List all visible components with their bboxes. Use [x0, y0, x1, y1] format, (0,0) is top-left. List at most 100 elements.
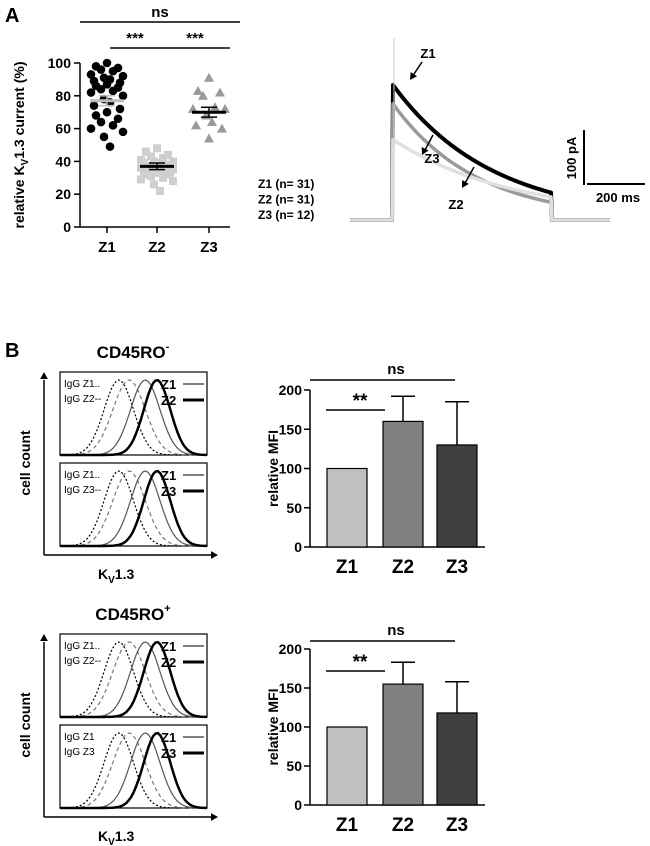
data-point [142, 170, 150, 179]
data-point [204, 72, 214, 82]
title-sup: - [166, 341, 170, 353]
scatter-chart: 0 20 40 60 80 100 Z1 Z2 Z3 relative KV1.3 current… [11, 4, 240, 256]
data-point [220, 103, 230, 113]
y-tick-label: 50 [286, 758, 302, 774]
trace-z2 [350, 102, 610, 222]
y-tick-label: 0 [294, 539, 302, 555]
histogram-curve [60, 732, 207, 809]
data-point [102, 80, 112, 89]
bar [382, 683, 424, 806]
histograms-cd45ro-plus: CD45RO+ cell count KV1.3 IgG Z1.. IgG Z2-- Z1… [17, 603, 218, 846]
data-point [118, 91, 128, 101]
hist-x-label: KV1.3 [98, 566, 134, 586]
data-point [113, 114, 123, 124]
series-Z3 [188, 72, 230, 143]
data-point [89, 101, 99, 110]
data-point [86, 88, 96, 97]
histogram-curve [60, 470, 207, 547]
significance-label: ns [387, 622, 405, 639]
trace-labels: Z1 Z3 Z2 [410, 46, 475, 212]
bar [382, 420, 424, 548]
y-tick-label: 50 [286, 500, 302, 516]
hist-legend-label: Z1 [161, 639, 176, 654]
x-tick-label: Z2 [148, 239, 166, 256]
data-point [86, 124, 96, 133]
hist-legend-label: Z1 [161, 730, 176, 745]
histogram-curve [60, 641, 207, 718]
data-point [86, 70, 96, 79]
y-tick-label: 100 [279, 461, 303, 477]
histogram-curve [60, 379, 207, 456]
data-point [193, 85, 203, 95]
histogram-curve [60, 732, 207, 809]
data-point [102, 107, 112, 117]
histogram-frame [59, 633, 208, 718]
title-main: CD45RO [95, 605, 164, 624]
significance-label: ** [353, 391, 368, 412]
x-tick-label: Z1 [336, 557, 359, 578]
data-point [115, 104, 125, 114]
legend-entry: Z2 (n= 31) [258, 193, 314, 207]
histogram-frame [59, 371, 208, 456]
series-Z2 [137, 144, 177, 195]
histograms-cd45ro-minus: CD45RO-cell count KV1.3 IgG Z1..IgG Z2--Z1… [17, 341, 218, 586]
data-point [207, 117, 217, 127]
igg-label: IgG Z1.. [64, 641, 100, 652]
y-tick-label: 150 [279, 421, 303, 437]
x-tick-label: Z3 [446, 815, 468, 836]
x-tick-label: Z3 [446, 557, 468, 578]
trace-label-z2: Z2 [448, 197, 463, 212]
data-point [191, 120, 201, 130]
trace-z3 [350, 137, 610, 222]
y-tick-label: 40 [55, 153, 71, 169]
igg-label: IgG Z1 [64, 732, 95, 743]
title-sup: + [164, 603, 170, 615]
x-tick-label: Z3 [200, 239, 218, 256]
data-point [147, 152, 155, 161]
panel-label-a: A [5, 5, 19, 27]
data-point [188, 103, 198, 113]
y-tick-label: 200 [279, 382, 303, 398]
hist-legend-label: Z3 [161, 746, 176, 761]
hist-legend-label: Z2 [161, 393, 176, 408]
y-label-sub: V [20, 158, 31, 165]
significance-label: ** [353, 652, 368, 673]
scale-label-time: 200 ms [596, 190, 640, 205]
bar-chart-cd45ro-plus: 0 50 100 150 200 relative MFI Z1 Z2 Z3 ns ** [265, 622, 485, 836]
significance-label: ns [151, 4, 169, 21]
histogram-curve [60, 470, 207, 547]
histogram-title: CD45RO- [97, 341, 170, 362]
data-point [159, 154, 167, 163]
data-point [204, 133, 214, 143]
histogram-curve [60, 379, 207, 456]
y-tick-label: 100 [279, 719, 303, 735]
data-point [137, 175, 145, 184]
x-label-rest: 1.3 [115, 566, 135, 582]
bar [436, 444, 478, 548]
x-label-sub: V [108, 575, 115, 586]
hist-y-label: cell count [17, 430, 33, 496]
data-point [108, 86, 118, 96]
arrow-z2 [463, 166, 475, 186]
panel-label-b: B [5, 340, 19, 362]
data-point [169, 177, 177, 186]
trace-label-z1: Z1 [420, 46, 435, 61]
histogram-curve [60, 378, 207, 457]
igg-label: IgG Z1.. [64, 470, 100, 481]
data-point [118, 71, 128, 81]
histogram-curve [60, 379, 207, 456]
scatter-y-label: relative KV1.3 current (%) [11, 62, 31, 229]
data-point [153, 168, 161, 177]
hist-y-axis-arrow [40, 372, 48, 379]
data-point [142, 147, 150, 156]
x-label-main: K [98, 828, 108, 844]
y-tick-label: 200 [279, 641, 303, 657]
data-point [156, 186, 164, 195]
x-label-rest: 1.3 [115, 828, 135, 844]
histogram-curve [60, 731, 207, 810]
y-tick-label: 80 [55, 88, 71, 104]
